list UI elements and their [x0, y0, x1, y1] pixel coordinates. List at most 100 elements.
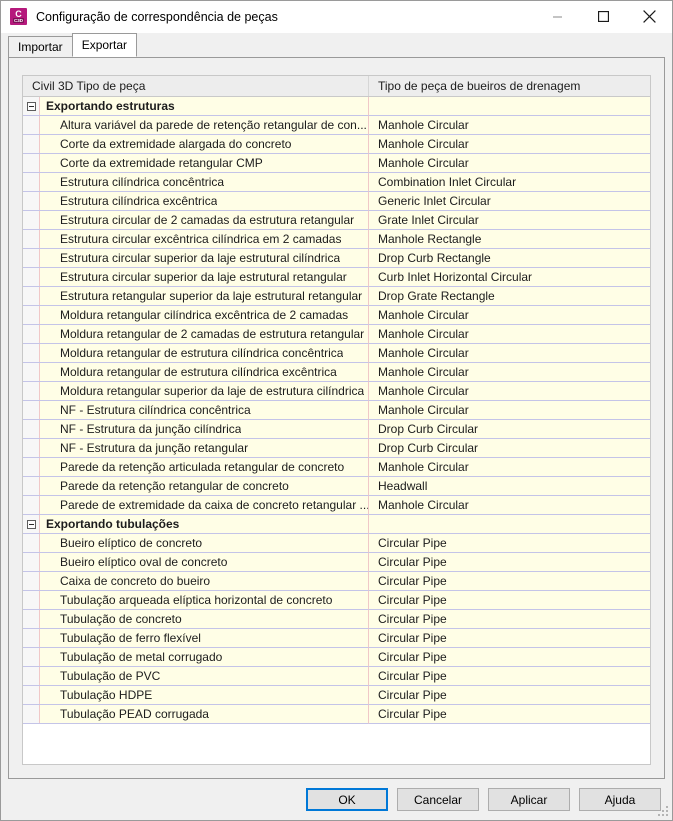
- cell-target[interactable]: Drop Curb Rectangle: [369, 249, 650, 268]
- table-row[interactable]: Tubulação HDPE Circular Pipe: [23, 686, 650, 705]
- cell-source[interactable]: Moldura retangular de estrutura cilíndri…: [23, 363, 369, 382]
- cell-source[interactable]: Tubulação arqueada elíptica horizontal d…: [23, 591, 369, 610]
- cell-target[interactable]: Manhole Circular: [369, 344, 650, 363]
- table-row[interactable]: Estrutura circular de 2 camadas da estru…: [23, 211, 650, 230]
- cell-source[interactable]: Estrutura cilíndrica concêntrica: [23, 173, 369, 192]
- cell-target[interactable]: Grate Inlet Circular: [369, 211, 650, 230]
- table-row[interactable]: NF - Estrutura cilíndrica concêntrica Man…: [23, 401, 650, 420]
- table-row[interactable]: Bueiro elíptico de concreto Circular Pipe: [23, 534, 650, 553]
- grid-body[interactable]: Exportando estruturas Altura variável da …: [23, 97, 650, 764]
- cell-source[interactable]: Estrutura circular superior da laje estr…: [23, 268, 369, 287]
- table-row[interactable]: Parede da retenção retangular de concret…: [23, 477, 650, 496]
- cell-target[interactable]: Manhole Circular: [369, 116, 650, 135]
- table-row[interactable]: NF - Estrutura da junção retangular Drop …: [23, 439, 650, 458]
- cell-target[interactable]: Circular Pipe: [369, 629, 650, 648]
- collapse-minus-icon[interactable]: [26, 101, 36, 111]
- cell-target[interactable]: Generic Inlet Circular: [369, 192, 650, 211]
- cell-source[interactable]: Moldura retangular superior da laje de e…: [23, 382, 369, 401]
- cell-source[interactable]: NF - Estrutura da junção cilíndrica: [23, 420, 369, 439]
- cell-target[interactable]: Drop Grate Rectangle: [369, 287, 650, 306]
- cell-source[interactable]: Estrutura circular de 2 camadas da estru…: [23, 211, 369, 230]
- column-header-target[interactable]: Tipo de peça de bueiros de drenagem: [378, 79, 581, 93]
- cell-target[interactable]: Headwall: [369, 477, 650, 496]
- table-row[interactable]: Corte da extremidade alargada do concret…: [23, 135, 650, 154]
- tab-exportar[interactable]: Exportar: [71, 33, 138, 57]
- cell-target[interactable]: Manhole Circular: [369, 458, 650, 477]
- cell-target[interactable]: Manhole Circular: [369, 401, 650, 420]
- cell-source[interactable]: Bueiro elíptico oval de concreto: [23, 553, 369, 572]
- table-row[interactable]: Bueiro elíptico oval de concreto Circular…: [23, 553, 650, 572]
- cell-source[interactable]: Parede da retenção articulada retangular…: [23, 458, 369, 477]
- cell-source[interactable]: Altura variável da parede de retenção re…: [23, 116, 369, 135]
- table-row[interactable]: Moldura retangular de 2 camadas de estru…: [23, 325, 650, 344]
- table-row[interactable]: Estrutura circular superior da laje estr…: [23, 268, 650, 287]
- cell-target[interactable]: Combination Inlet Circular: [369, 173, 650, 192]
- table-row[interactable]: Estrutura cilíndrica excêntrica Generic I…: [23, 192, 650, 211]
- cell-source[interactable]: Estrutura circular excêntrica cilíndrica…: [23, 230, 369, 249]
- table-row[interactable]: Altura variável da parede de retenção re…: [23, 116, 650, 135]
- cell-source[interactable]: Tubulação de concreto: [23, 610, 369, 629]
- cell-source[interactable]: Parede de extremidade da caixa de concre…: [23, 496, 369, 515]
- cell-target[interactable]: Circular Pipe: [369, 553, 650, 572]
- table-row[interactable]: Estrutura cilíndrica concêntrica Combinat…: [23, 173, 650, 192]
- table-row[interactable]: Tubulação de ferro flexível Circular Pipe: [23, 629, 650, 648]
- cell-source[interactable]: Estrutura cilíndrica excêntrica: [23, 192, 369, 211]
- table-row[interactable]: NF - Estrutura da junção cilíndrica Drop …: [23, 420, 650, 439]
- maximize-icon[interactable]: [580, 1, 626, 33]
- cell-source[interactable]: NF - Estrutura da junção retangular: [23, 439, 369, 458]
- cell-source[interactable]: Tubulação de ferro flexível: [23, 629, 369, 648]
- group-row[interactable]: Exportando estruturas: [23, 97, 650, 116]
- cell-target[interactable]: Circular Pipe: [369, 534, 650, 553]
- cell-target[interactable]: Manhole Circular: [369, 306, 650, 325]
- table-row[interactable]: Moldura retangular cilíndrica excêntrica…: [23, 306, 650, 325]
- resize-grip[interactable]: [657, 805, 670, 818]
- ajuda-button[interactable]: Ajuda: [579, 788, 661, 811]
- table-row[interactable]: Caixa de concreto do bueiro Circular Pipe: [23, 572, 650, 591]
- table-row[interactable]: Moldura retangular de estrutura cilíndri…: [23, 363, 650, 382]
- table-row[interactable]: Estrutura circular excêntrica cilíndrica…: [23, 230, 650, 249]
- cell-target[interactable]: Manhole Circular: [369, 382, 650, 401]
- table-row[interactable]: Tubulação de concreto Circular Pipe: [23, 610, 650, 629]
- cell-source[interactable]: Estrutura circular superior da laje estr…: [23, 249, 369, 268]
- cell-target[interactable]: Circular Pipe: [369, 572, 650, 591]
- table-row[interactable]: Tubulação de metal corrugado Circular Pip…: [23, 648, 650, 667]
- cell-target[interactable]: Curb Inlet Horizontal Circular: [369, 268, 650, 287]
- cell-source[interactable]: Corte da extremidade alargada do concret…: [23, 135, 369, 154]
- cell-source[interactable]: Tubulação de metal corrugado: [23, 648, 369, 667]
- table-row[interactable]: Estrutura circular superior da laje estr…: [23, 249, 650, 268]
- table-row[interactable]: Parede de extremidade da caixa de concre…: [23, 496, 650, 515]
- table-row[interactable]: Corte da extremidade retangular CMP Manho…: [23, 154, 650, 173]
- table-row[interactable]: Estrutura retangular superior da laje es…: [23, 287, 650, 306]
- cell-source[interactable]: Moldura retangular de 2 camadas de estru…: [23, 325, 369, 344]
- table-row[interactable]: Tubulação PEAD corrugada Circular Pipe: [23, 705, 650, 724]
- cell-source[interactable]: Tubulação PEAD corrugada: [23, 705, 369, 724]
- cell-target[interactable]: Circular Pipe: [369, 648, 650, 667]
- collapse-minus-icon[interactable]: [26, 519, 36, 529]
- cell-target[interactable]: Circular Pipe: [369, 591, 650, 610]
- cell-source[interactable]: Tubulação de PVC: [23, 667, 369, 686]
- cell-target[interactable]: Drop Curb Circular: [369, 439, 650, 458]
- ok-button[interactable]: OK: [306, 788, 388, 811]
- table-row[interactable]: Parede da retenção articulada retangular…: [23, 458, 650, 477]
- close-icon[interactable]: [626, 1, 672, 33]
- cell-target[interactable]: Circular Pipe: [369, 686, 650, 705]
- group-row[interactable]: Exportando tubulações: [23, 515, 650, 534]
- cell-target[interactable]: Manhole Rectangle: [369, 230, 650, 249]
- cell-target[interactable]: Manhole Circular: [369, 135, 650, 154]
- cell-source[interactable]: Parede da retenção retangular de concret…: [23, 477, 369, 496]
- cell-target[interactable]: Drop Curb Circular: [369, 420, 650, 439]
- tab-importar[interactable]: Importar: [8, 36, 73, 57]
- cell-target[interactable]: Circular Pipe: [369, 705, 650, 724]
- cell-target[interactable]: Manhole Circular: [369, 496, 650, 515]
- cell-source[interactable]: Moldura retangular cilíndrica excêntrica…: [23, 306, 369, 325]
- table-row[interactable]: Moldura retangular superior da laje de e…: [23, 382, 650, 401]
- table-row[interactable]: Moldura retangular de estrutura cilíndri…: [23, 344, 650, 363]
- table-row[interactable]: Tubulação de PVC Circular Pipe: [23, 667, 650, 686]
- cell-target[interactable]: Manhole Circular: [369, 363, 650, 382]
- cell-source[interactable]: NF - Estrutura cilíndrica concêntrica: [23, 401, 369, 420]
- cell-target[interactable]: Manhole Circular: [369, 154, 650, 173]
- cancelar-button[interactable]: Cancelar: [397, 788, 479, 811]
- cell-target[interactable]: Circular Pipe: [369, 667, 650, 686]
- column-header-source[interactable]: Civil 3D Tipo de peça: [23, 76, 369, 96]
- cell-source[interactable]: Caixa de concreto do bueiro: [23, 572, 369, 591]
